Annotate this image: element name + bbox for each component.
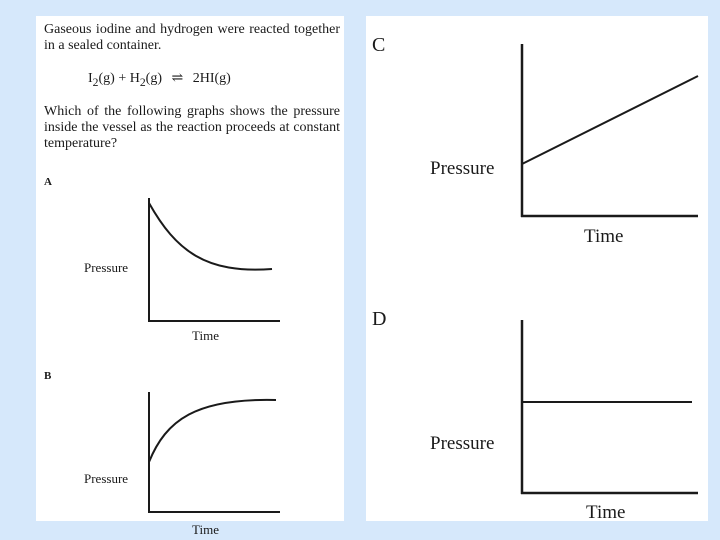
option-b-graph[interactable]: Pressure Time [36, 370, 344, 537]
option-d-letter[interactable]: D [372, 308, 387, 330]
equation-product: 2HI(g) [192, 71, 231, 86]
option-b-ylabel: Pressure [84, 471, 128, 486]
reaction-equation: I2(g) + H2(g) ⇌ 2HI(g) [88, 70, 231, 89]
equilibrium-arrow-icon: ⇌ [171, 71, 184, 86]
option-a-curve [148, 202, 273, 271]
option-b-letter[interactable]: B [44, 370, 52, 382]
option-a-letter[interactable]: A [44, 176, 52, 188]
option-b-xlabel: Time [192, 522, 219, 537]
options-panel: C Pressure Time D Pressure Time [366, 16, 708, 523]
option-a-graph[interactable]: Pressure Time [36, 176, 344, 343]
option-c-xlabel: Time [584, 226, 623, 247]
option-d-graph[interactable]: Pressure Time [366, 306, 708, 523]
question-panel: Gaseous iodine and hydrogen were reacted… [36, 16, 344, 537]
question-intro: Gaseous iodine and hydrogen were reacted… [44, 22, 340, 53]
option-d-xlabel: Time [586, 502, 625, 523]
question-prompt: Which of the following graphs shows the … [44, 104, 340, 151]
option-c-graph[interactable]: Pressure Time [366, 16, 708, 256]
equation-hydrogen-subscript: 2 [139, 75, 146, 89]
option-b-curve [148, 398, 277, 463]
option-a-xlabel: Time [192, 328, 219, 343]
equation-hydrogen: (g) + H [98, 71, 140, 86]
equation-iodine-subscript: 2 [92, 75, 99, 89]
option-c-line [521, 75, 699, 165]
option-d-ylabel: Pressure [430, 433, 494, 454]
option-a-ylabel: Pressure [84, 260, 128, 275]
equation-hydrogen-state: (g) [145, 71, 162, 86]
equation-iodine: I [88, 71, 93, 86]
option-c-ylabel: Pressure [430, 158, 494, 179]
option-c-letter[interactable]: C [372, 34, 386, 56]
